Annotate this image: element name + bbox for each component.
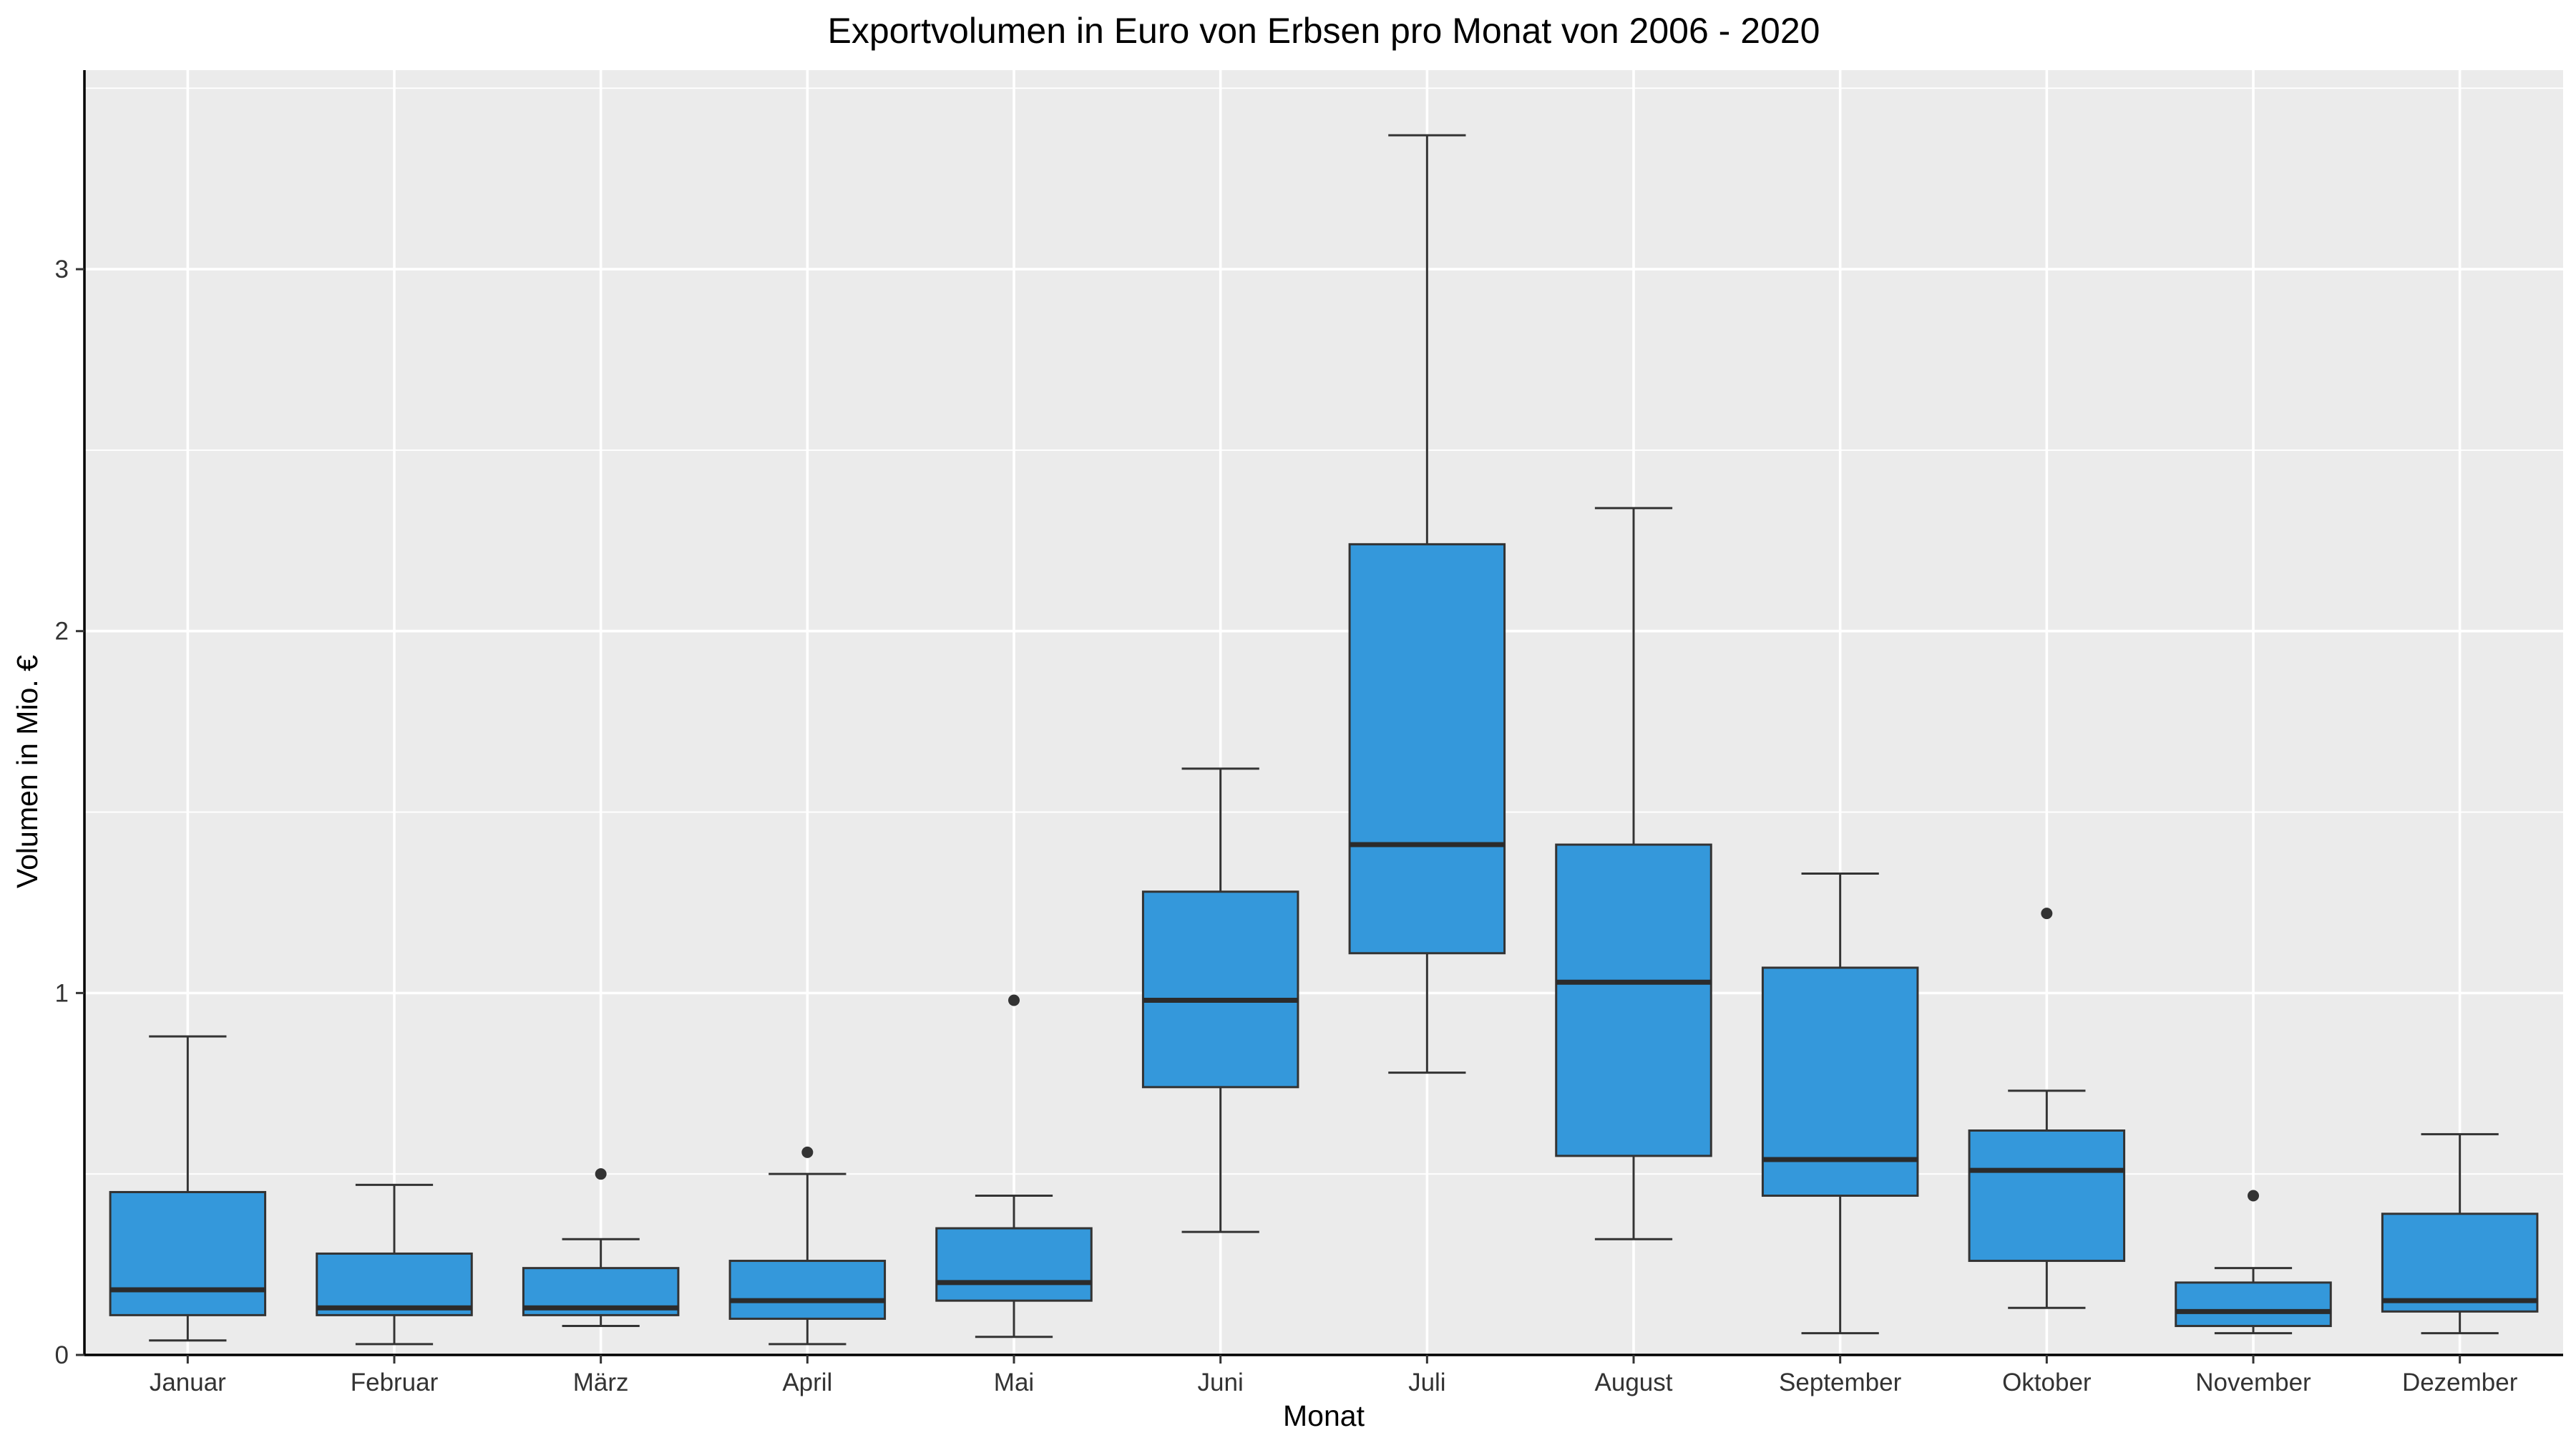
plot-area: 0 1 2 3 Januar Februar März April Mai Juni Juli Aug… xyxy=(55,70,2563,1396)
x-tick-label: Juni xyxy=(1198,1369,1244,1396)
box-dezember xyxy=(2381,1213,2539,1313)
x-tick-label: August xyxy=(1595,1369,1673,1396)
x-tick-label: März xyxy=(573,1369,629,1396)
outlier-point xyxy=(2248,1190,2259,1202)
outlier-point xyxy=(801,1146,814,1158)
box-juli xyxy=(1348,543,1506,955)
box-januar xyxy=(109,1190,267,1316)
box-juni xyxy=(1141,890,1299,1089)
outlier-point xyxy=(2041,908,2053,920)
x-tick-label: Dezember xyxy=(2402,1369,2518,1396)
box-oktober xyxy=(1968,1129,2126,1263)
chart-title: Exportvolumen in Euro von Erbsen pro Mon… xyxy=(828,11,1820,51)
plot-panel xyxy=(84,70,2563,1355)
x-tick-label: Februar xyxy=(351,1369,439,1396)
box-mai xyxy=(935,1227,1093,1302)
y-axis-title: Volumen in Mio. € xyxy=(11,655,44,888)
x-tick-label: November xyxy=(2195,1369,2311,1396)
outlier-point xyxy=(1008,994,1020,1006)
x-tick-label: Oktober xyxy=(2002,1369,2092,1396)
box-november xyxy=(2175,1281,2332,1328)
box-april xyxy=(728,1260,887,1320)
x-axis-title: Monat xyxy=(1283,1399,1365,1432)
x-tick-label: April xyxy=(782,1369,832,1396)
box-februar xyxy=(316,1252,473,1316)
y-tick-label: 1 xyxy=(55,979,69,1007)
x-tick-label: Juli xyxy=(1408,1369,1446,1396)
box-august xyxy=(1555,843,1712,1157)
x-tick-label: September xyxy=(1779,1369,1902,1396)
y-tick-label: 3 xyxy=(55,256,69,283)
y-tick-label: 2 xyxy=(55,618,69,646)
y-tick-label: 0 xyxy=(55,1341,69,1369)
x-tick-label: Mai xyxy=(994,1369,1034,1396)
outlier-point xyxy=(595,1168,607,1180)
x-tick-label: Januar xyxy=(150,1369,226,1396)
